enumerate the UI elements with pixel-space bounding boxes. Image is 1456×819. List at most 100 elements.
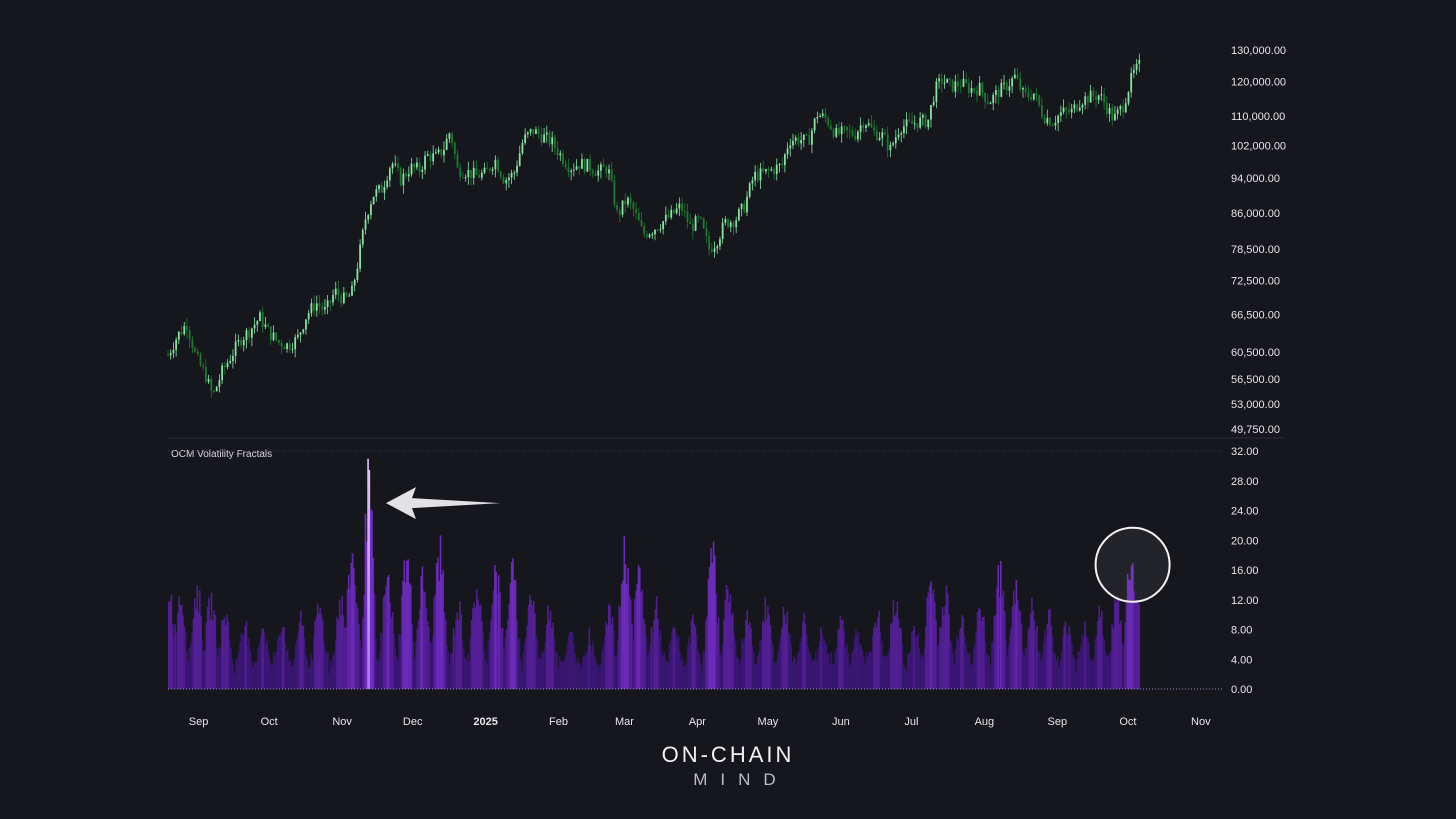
volatility-bar [429, 641, 431, 689]
volatility-bar [461, 640, 464, 689]
candle-body [229, 361, 232, 363]
volatility-bar [838, 628, 840, 689]
volatility-bar [505, 629, 508, 689]
volatility-bar [814, 652, 817, 689]
volatility-bar [487, 640, 490, 689]
candle-body [388, 168, 391, 181]
volatility-bar [954, 649, 957, 689]
volatility-bar [1111, 624, 1113, 689]
candle-body [938, 78, 940, 82]
volatility-bar [708, 567, 711, 689]
volatility-bar [913, 625, 915, 689]
volatility-bar [628, 594, 631, 689]
candle-body [562, 153, 564, 164]
volatility-bar [679, 651, 681, 689]
candle-body [372, 196, 375, 205]
volatility-bar [1122, 645, 1125, 689]
volatility-bar [513, 579, 516, 689]
volatility-bar [1040, 661, 1042, 689]
volatility-bar [341, 596, 343, 689]
volatility-bar [573, 644, 575, 689]
candle-body [359, 244, 361, 269]
volatility-bar [901, 644, 904, 689]
volatility-bar [328, 673, 331, 689]
candle-body [813, 118, 816, 131]
volatility-bar [583, 654, 585, 689]
volatility-bar [271, 665, 274, 689]
volatility-bar [1063, 626, 1066, 689]
volatility-bar [732, 612, 734, 689]
volatility-bar [415, 641, 417, 689]
candle-body [364, 219, 367, 230]
volatility-bar [531, 605, 534, 689]
volatility-bar [653, 620, 655, 689]
volatility-bar [780, 634, 782, 689]
candle-body [697, 216, 700, 218]
volatility-bar [914, 638, 917, 689]
candle-body [437, 149, 440, 153]
volatility-bar [970, 665, 972, 689]
volatility-bar [519, 659, 522, 689]
candle-body [521, 142, 524, 154]
volatility-bar [672, 626, 675, 689]
candle-body [232, 355, 234, 362]
candle-body [591, 170, 594, 174]
candle-body [307, 312, 310, 320]
volatility-bar [558, 656, 561, 689]
volatility-bar [582, 657, 584, 689]
volatility-bar [926, 597, 928, 689]
candle-body [756, 171, 759, 181]
volatility-bar [406, 560, 408, 689]
volatility-bar [368, 470, 371, 689]
volatility-bar [353, 567, 355, 689]
candle-body [524, 134, 527, 143]
volatility-bar [781, 627, 783, 689]
candle-body [840, 126, 843, 135]
volatility-bar [844, 647, 847, 689]
volatility-bar [891, 622, 893, 689]
volatility-bar [206, 607, 209, 689]
logo-mind: MIND [693, 770, 789, 789]
volatility-bar [213, 610, 215, 689]
volatility-bar [468, 661, 470, 689]
volatility-bar [704, 620, 707, 689]
volatility-bar [1133, 591, 1135, 689]
candle-body [794, 137, 797, 141]
candle-body [237, 339, 240, 342]
volatility-bar [333, 652, 336, 689]
volatility-bar [840, 620, 843, 689]
volatility-bar [1044, 630, 1046, 689]
volatility-bar [598, 664, 601, 689]
candle-body [1013, 74, 1016, 79]
candle-body [640, 220, 643, 226]
volatility-bar [620, 583, 623, 689]
volatility-bar [730, 615, 733, 689]
volatility-bar [805, 634, 808, 689]
volatility-bar [469, 636, 472, 689]
volatility-bar [289, 659, 292, 689]
candle-body [740, 203, 743, 210]
volatility-bar [637, 565, 640, 689]
volatility-bar [917, 634, 919, 689]
volatility-bar [824, 641, 826, 689]
volatility-bar [375, 638, 377, 689]
volatility-bar [1034, 630, 1037, 689]
volatility-bar [585, 651, 588, 689]
volatility-bar [535, 635, 538, 689]
volatility-bar [957, 640, 959, 689]
volatility-bar [670, 640, 672, 689]
volatility-bar [965, 643, 967, 689]
candle-body [627, 197, 629, 205]
volatility-bar [180, 604, 183, 689]
candle-body [748, 183, 751, 197]
candle-body [773, 169, 775, 174]
candle-body [1068, 109, 1070, 113]
volatility-bar [404, 582, 407, 689]
volatility-bar [928, 585, 931, 689]
volatility-bar [184, 631, 187, 689]
volatility-bar [483, 650, 486, 689]
volatility-bar [853, 637, 856, 689]
volatility-bar [890, 623, 892, 689]
volatility-bar [918, 648, 921, 689]
candle-body [583, 159, 586, 172]
